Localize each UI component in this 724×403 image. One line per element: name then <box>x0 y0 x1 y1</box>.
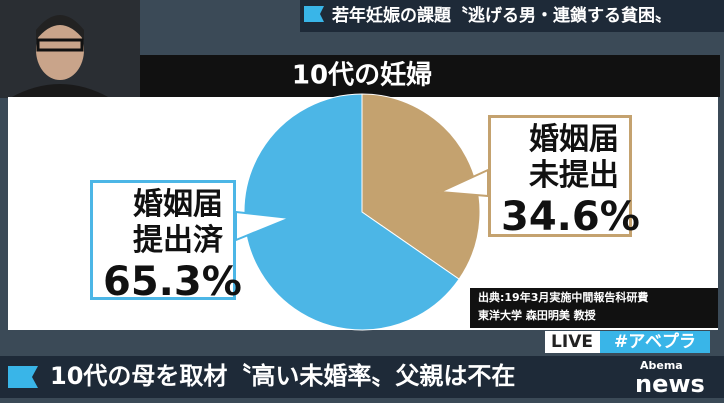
flag-icon <box>8 366 38 388</box>
category-label: 婚姻届 未提出 <box>529 122 619 193</box>
chart-title: 10代の妊婦 <box>292 61 432 91</box>
logo-bottom: news <box>635 370 705 398</box>
source-line: 東洋大学 森田明美 教授 <box>478 308 597 322</box>
presenter-body <box>10 84 110 98</box>
presenter-hair <box>36 15 84 40</box>
bottom-headline: 10代の母を取材〝高い未婚率〟父親は不在 <box>50 362 515 390</box>
live-text: LIVE <box>551 332 593 352</box>
callout-pointer <box>235 210 291 242</box>
source-line: 出典:19年3月実施中間報告科研費 <box>478 290 648 304</box>
callout-box: 婚姻届 提出済 65.3% <box>90 180 242 305</box>
logo-top: Abema <box>640 359 683 372</box>
pie-slice <box>243 93 460 331</box>
top-banner <box>300 0 724 32</box>
source-box <box>470 288 718 328</box>
value-label: 34.6% <box>501 194 640 240</box>
top-headline: 若年妊娠の課題〝逃げる男・連鎖する貧困〟 <box>331 5 672 26</box>
flag-icon <box>304 6 324 22</box>
value-label: 65.3% <box>103 259 242 305</box>
pie-slice <box>361 93 481 280</box>
hashtag-tag <box>600 331 710 353</box>
bottom-banner <box>0 356 724 398</box>
presenter-glasses <box>36 38 84 52</box>
live-tag <box>545 331 600 353</box>
callout-box: 婚姻届 未提出 34.6% <box>488 115 640 240</box>
hashtag: #アベプラ <box>614 331 696 352</box>
category-label: 婚姻届 提出済 <box>133 187 223 258</box>
title-band <box>140 55 720 97</box>
pie <box>243 93 481 331</box>
